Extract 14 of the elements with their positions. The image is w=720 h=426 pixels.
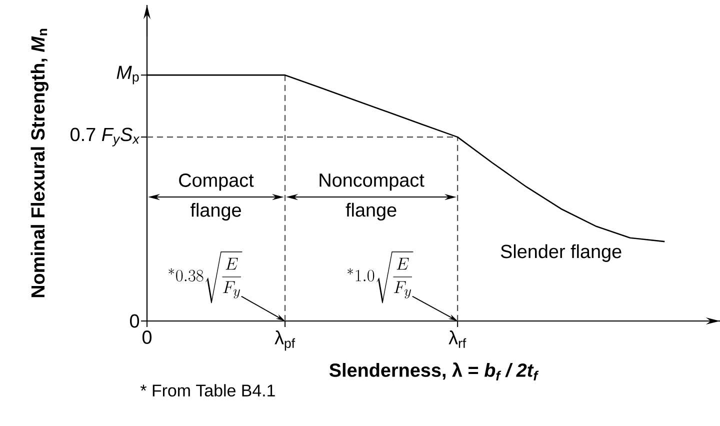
x-tick-label: 0 [142,330,152,344]
x-tick-label: λ$_{rf}$ [448,330,466,348]
x-tick-label: λ$_{pf}$ [274,330,296,351]
annotation: Compact flange [179,174,254,221]
annotation: $^{*}1.0\sqrt{\dfrac{E}{F_y}}$ [348,252,414,304]
annotation: M$_{p}$ [116,66,139,84]
annotation: $^{*}0.38\sqrt{\dfrac{E}{F_y}}$ [168,252,242,304]
annotation: Noncompact flange [320,174,424,220]
annotation: 0 [130,314,140,328]
annotation: Slender flange [500,244,622,262]
y-axis-title: Nominal Flexural Strength, M$_{n}$ [30,28,48,298]
text: Slenderness, λ = b$_{f}$ / 2t$_{f}$ [329,362,539,380]
text: * From Table B4.1 [140,384,275,397]
text: 0.7 F$_{y}$S$_{x}$ [70,128,140,146]
